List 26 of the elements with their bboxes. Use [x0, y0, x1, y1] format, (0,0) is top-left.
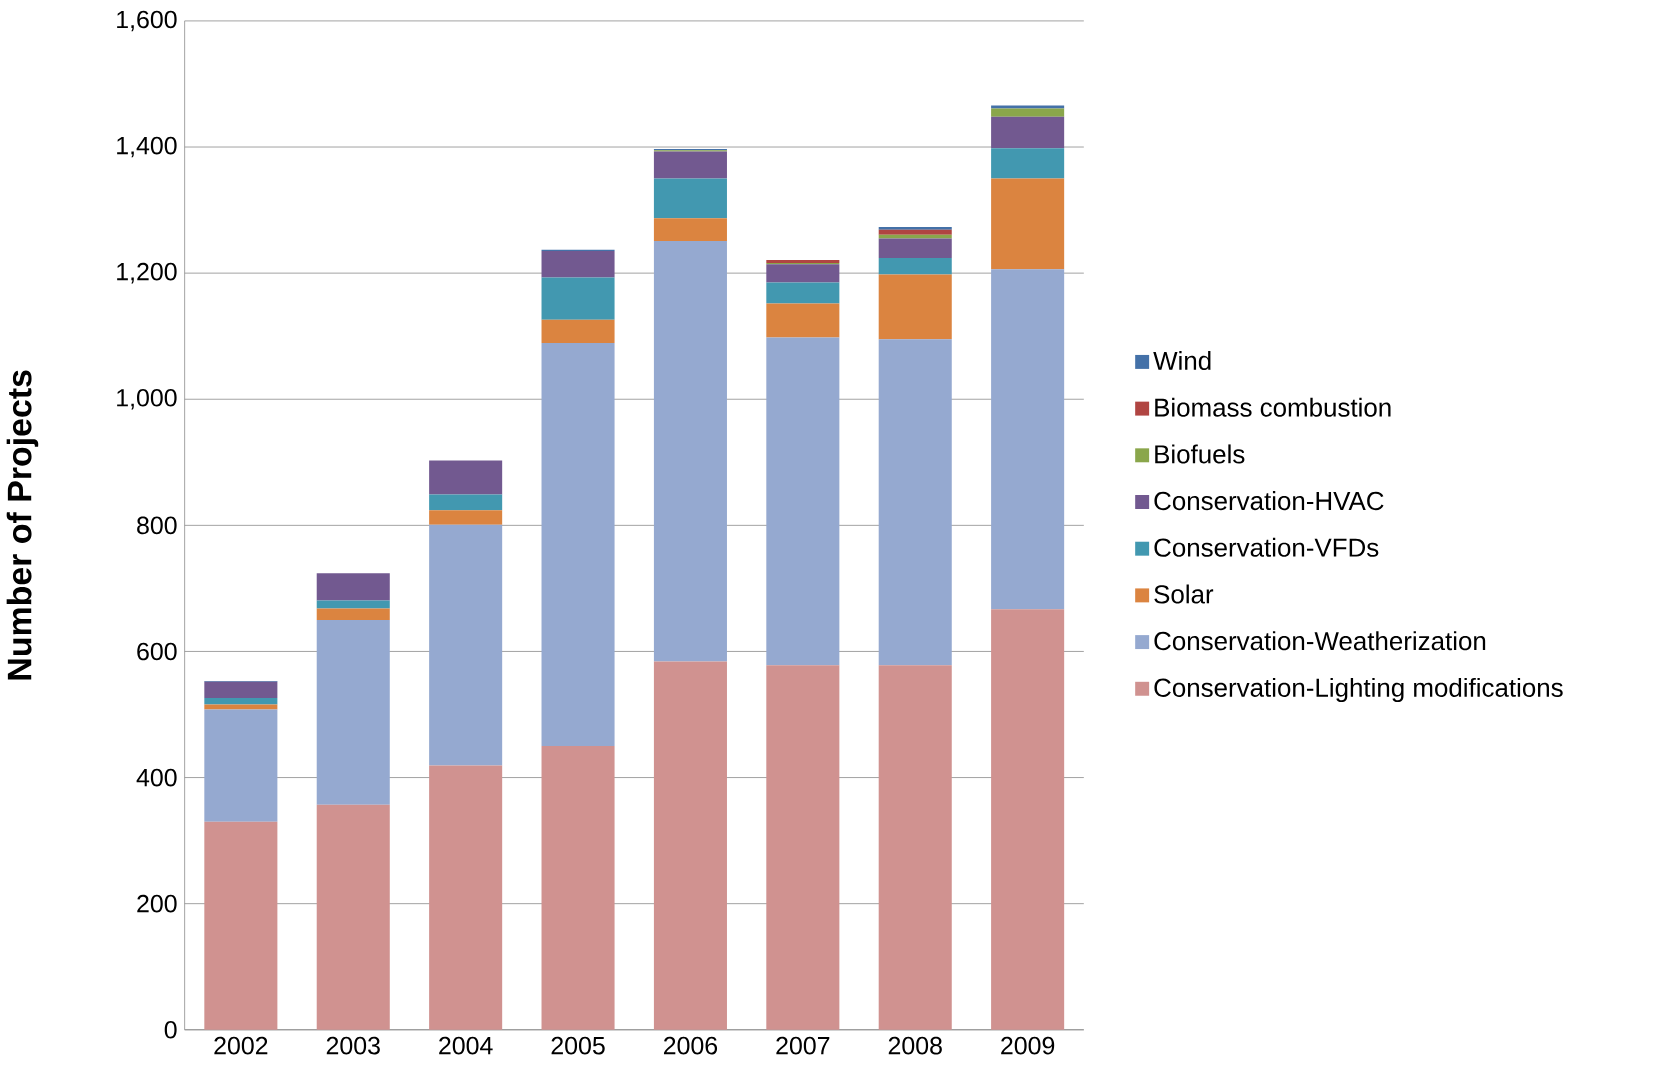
legend-label: Conservation-HVAC — [1154, 491, 1384, 511]
legend-label: Conservation-Weatherization — [1154, 631, 1486, 651]
x-tick-label: 2002 — [214, 1037, 268, 1055]
x-tick-label: 2008 — [888, 1037, 942, 1055]
x-tick-label: 2009 — [1001, 1037, 1055, 1055]
y-tick-label: 800 — [137, 516, 177, 535]
legend-label: Wind — [1153, 351, 1211, 371]
x-tick-label: 2004 — [439, 1037, 493, 1055]
y-tick-label: 0 — [164, 1021, 177, 1039]
legend-label: Biofuels — [1155, 444, 1245, 464]
y-tick-label: 200 — [137, 895, 177, 913]
x-tick-label: 2007 — [776, 1037, 830, 1055]
legend-label: Conservation-VFDs — [1154, 538, 1379, 558]
y-tick-label: 400 — [136, 768, 177, 787]
y-tick-label: 1,200 — [117, 263, 177, 284]
y-axis-title: Number of Projects — [6, 370, 39, 680]
y-tick-label: 600 — [137, 642, 177, 661]
legend-label: Solar — [1154, 584, 1214, 604]
x-tick-label: 2005 — [551, 1037, 605, 1055]
legend-label: Conservation-Lighting modifications — [1154, 678, 1563, 703]
y-tick-label: 1,400 — [117, 136, 177, 158]
x-tick-label: 2006 — [663, 1037, 718, 1055]
legend-label: Biomass combustion — [1155, 397, 1391, 417]
x-tick-label: 2003 — [326, 1037, 380, 1055]
y-tick-label: 1,600 — [117, 10, 177, 32]
y-tick-label: 1,000 — [117, 389, 177, 410]
